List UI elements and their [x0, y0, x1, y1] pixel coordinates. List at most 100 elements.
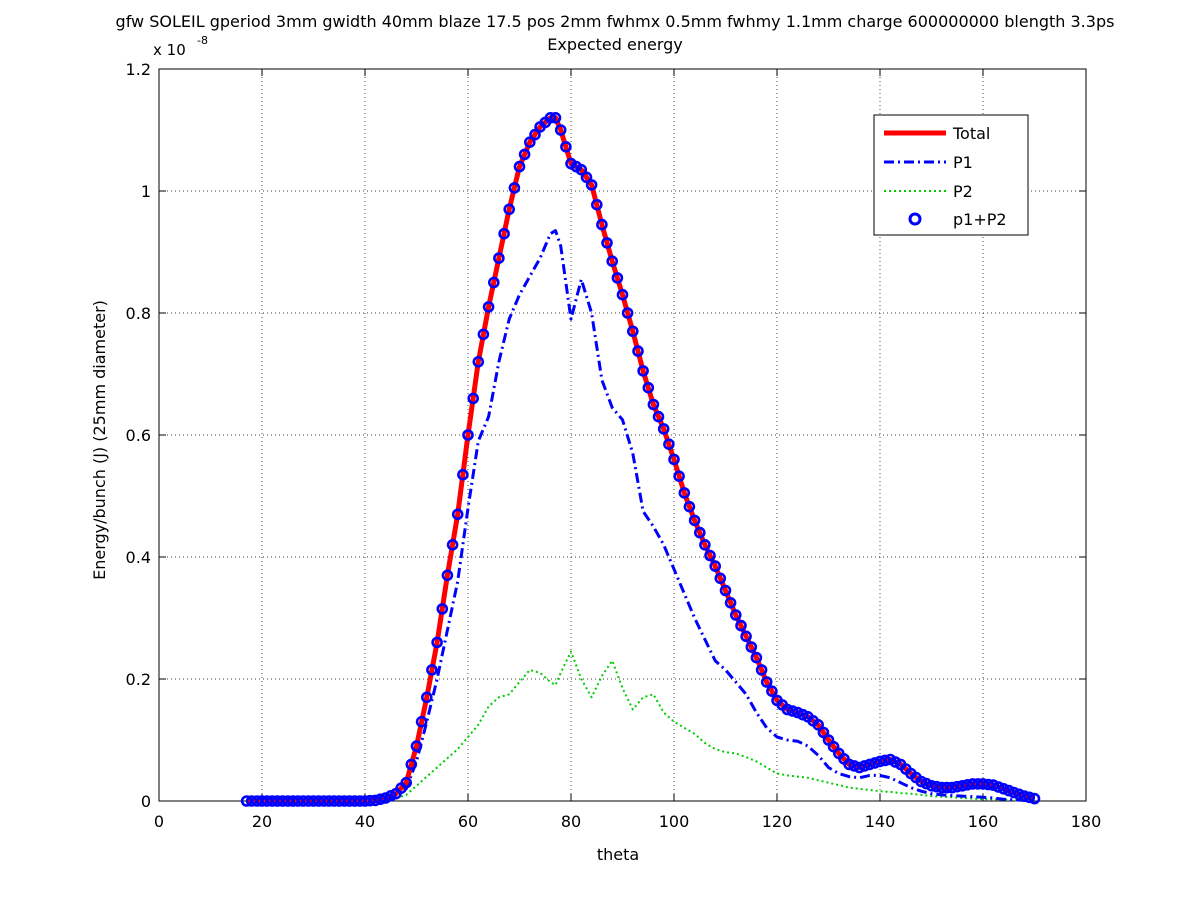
data-point-p1p2 [472, 355, 485, 368]
y-tick-label: 1.2 [126, 60, 151, 79]
data-point-p1p2 [590, 198, 603, 211]
series-line-p2 [246, 650, 1035, 802]
y-tick-label: 0 [141, 792, 151, 811]
data-point-p1p2 [951, 780, 964, 793]
legend-p1-label: P1 [953, 153, 973, 172]
legend-total-label: Total [952, 124, 990, 143]
data-point-p1p2 [657, 423, 670, 435]
data-point-p1p2 [621, 307, 634, 319]
data-point-p1p2 [714, 572, 727, 585]
data-point-p1p2 [997, 782, 1010, 795]
data-point-p1p2 [987, 779, 1000, 791]
data-point-p1p2 [869, 757, 881, 769]
data-point-p1p2 [632, 345, 644, 357]
data-point-p1p2 [745, 641, 758, 653]
data-point-p1p2 [972, 778, 984, 790]
data-point-p1p2 [271, 795, 284, 807]
data-point-p1p2 [317, 795, 330, 807]
data-point-p1p2 [683, 500, 696, 513]
data-point-p1p2 [374, 793, 387, 806]
data-point-p1p2 [508, 182, 521, 194]
data-point-p1p2 [523, 136, 536, 148]
data-point-p1p2 [410, 740, 423, 752]
data-point-p1p2 [292, 795, 304, 807]
data-point-p1p2 [982, 778, 995, 791]
y-tick-label: 0.8 [126, 304, 151, 323]
data-point-p1p2 [977, 778, 989, 790]
data-point-p1p2 [426, 664, 438, 676]
data-point-p1p2 [642, 381, 655, 394]
data-point-p1p2 [678, 487, 691, 499]
data-point-p1p2 [415, 715, 428, 728]
data-point-p1p2 [596, 218, 608, 231]
data-point-p1p2 [338, 795, 351, 807]
y-ticks: 0 0.2 0.4 0.6 0.8 1 1.2 [126, 60, 1086, 811]
data-point-p1p2 [369, 794, 382, 807]
x-ticks: 0 20 40 60 80 100 120 140 160 180 [154, 69, 1101, 831]
data-point-p1p2 [812, 718, 825, 731]
data-point-p1p2 [858, 760, 871, 772]
data-point-p1p2 [946, 781, 958, 794]
y-tick-label: 0.6 [126, 426, 151, 445]
data-point-p1p2 [843, 758, 855, 771]
data-point-p1p2 [585, 179, 598, 191]
x-tick-label: 60 [458, 812, 478, 831]
data-point-p1p2 [323, 795, 335, 807]
data-point-p1p2 [554, 124, 567, 136]
data-point-p1p2 [925, 779, 938, 792]
data-point-p1p2 [863, 758, 876, 771]
data-point-p1p2 [462, 429, 474, 441]
data-point-p1p2 [343, 795, 356, 807]
data-point-p1p2 [786, 705, 799, 717]
data-point-p1p2 [766, 685, 778, 698]
data-point-p1p2 [431, 636, 443, 649]
data-point-p1p2 [740, 630, 752, 643]
data-point-p1p2 [457, 468, 469, 481]
data-point-p1p2 [518, 148, 531, 161]
data-point-p1p2 [493, 252, 505, 264]
data-point-p1p2 [961, 778, 974, 791]
data-point-p1p2 [879, 754, 891, 767]
data-point-p1p2 [1023, 791, 1036, 804]
legend-p2-label: P2 [953, 182, 973, 201]
data-point-p1p2 [451, 508, 464, 521]
x-axis-label: theta [597, 845, 639, 864]
series-layer [240, 112, 1041, 807]
x-tick-label: 100 [659, 812, 690, 831]
data-point-p1p2 [441, 569, 454, 582]
data-point-p1p2 [729, 609, 742, 621]
data-point-p1p2 [941, 781, 953, 794]
data-point-p1p2 [663, 438, 675, 451]
data-point-p1p2 [477, 328, 490, 341]
chart-title-line1: gfw SOLEIL gperiod 3mm gwidth 40mm blaze… [116, 12, 1115, 31]
data-point-p1p2 [626, 325, 639, 338]
data-point-p1p2 [611, 272, 624, 284]
data-point-p1p2 [266, 795, 279, 807]
data-point-p1p2 [487, 276, 500, 289]
data-point-p1p2 [420, 691, 433, 704]
x-tick-label: 0 [154, 812, 164, 831]
data-point-p1p2 [601, 237, 613, 249]
legend-p1p2-label: p1+P2 [953, 210, 1007, 229]
data-point-p1p2 [529, 128, 541, 141]
data-point-p1p2 [1018, 790, 1030, 802]
data-point-p1p2 [1028, 792, 1041, 805]
data-point-p1p2 [503, 203, 516, 216]
data-point-p1p2 [647, 398, 660, 411]
data-point-p1p2 [709, 560, 722, 572]
data-point-p1p2 [580, 171, 593, 184]
data-point-p1p2 [760, 676, 773, 688]
data-point-p1p2 [693, 526, 706, 539]
data-point-p1p2 [513, 160, 526, 173]
data-point-p1p2 [874, 755, 886, 768]
series-line-total [246, 115, 1036, 804]
data-point-p1p2 [930, 780, 943, 793]
data-point-p1p2 [637, 365, 649, 377]
legend: Total P1 P2 p1+P2 [873, 114, 1029, 236]
data-point-p1p2 [699, 538, 711, 551]
data-point-p1p2 [688, 514, 701, 527]
data-point-p1p2 [750, 651, 763, 664]
data-point-p1p2 [724, 596, 737, 609]
x-tick-label: 160 [968, 812, 999, 831]
